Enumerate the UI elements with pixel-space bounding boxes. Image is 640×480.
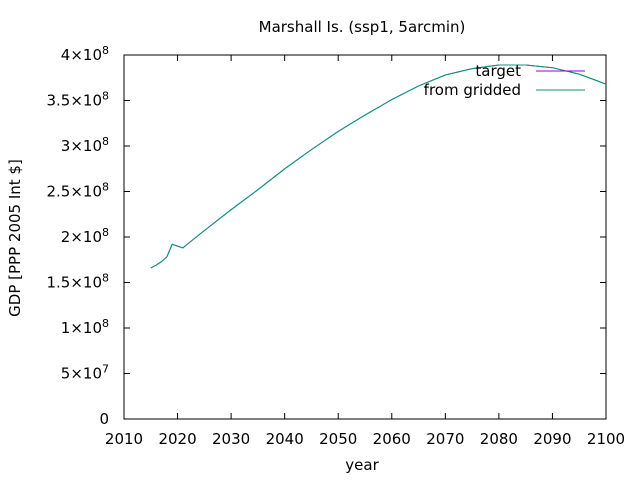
y-axis: 0 5×107 1×108 1.5×108 2×108 2.5×108 3×108 3.5×1… bbox=[46, 44, 606, 428]
y-tick-label: 1×108 bbox=[61, 317, 109, 337]
x-tick-label: 2080 bbox=[480, 430, 518, 448]
x-tick-label: 2040 bbox=[266, 430, 304, 448]
x-tick-label: 2030 bbox=[212, 430, 250, 448]
y-tick-label: 1.5×108 bbox=[46, 272, 109, 292]
series-lines bbox=[150, 64, 607, 269]
y-tick-label: 3×108 bbox=[61, 135, 109, 155]
y-axis-label: GDP [PPP 2005 Int $] bbox=[6, 159, 24, 317]
y-tick-label: 0 bbox=[99, 410, 109, 428]
chart-title: Marshall Is. (ssp1, 5arcmin) bbox=[259, 18, 466, 36]
x-axis-label: year bbox=[345, 456, 379, 474]
series-line-1 bbox=[150, 64, 607, 269]
legend-label-2: from gridded bbox=[424, 81, 521, 99]
y-tick-label: 4×108 bbox=[61, 44, 109, 64]
series-line-2 bbox=[150, 64, 607, 269]
x-tick-label: 2090 bbox=[533, 430, 571, 448]
x-tick-label: 2070 bbox=[426, 430, 464, 448]
x-tick-label: 2010 bbox=[105, 430, 143, 448]
x-tick-label: 2050 bbox=[319, 430, 357, 448]
y-tick-label: 2×108 bbox=[61, 226, 109, 246]
y-tick-label: 5×107 bbox=[61, 363, 109, 383]
x-tick-label: 2060 bbox=[373, 430, 411, 448]
y-tick-label: 2.5×108 bbox=[46, 181, 109, 201]
x-tick-label: 2100 bbox=[587, 430, 625, 448]
legend-label-1: target bbox=[475, 62, 521, 80]
x-axis: 2010 2020 2030 2040 2050 2060 2070 2080 2090 2100 bbox=[105, 55, 625, 448]
x-tick-label: 2020 bbox=[158, 430, 196, 448]
y-tick-label: 3.5×108 bbox=[46, 90, 109, 110]
